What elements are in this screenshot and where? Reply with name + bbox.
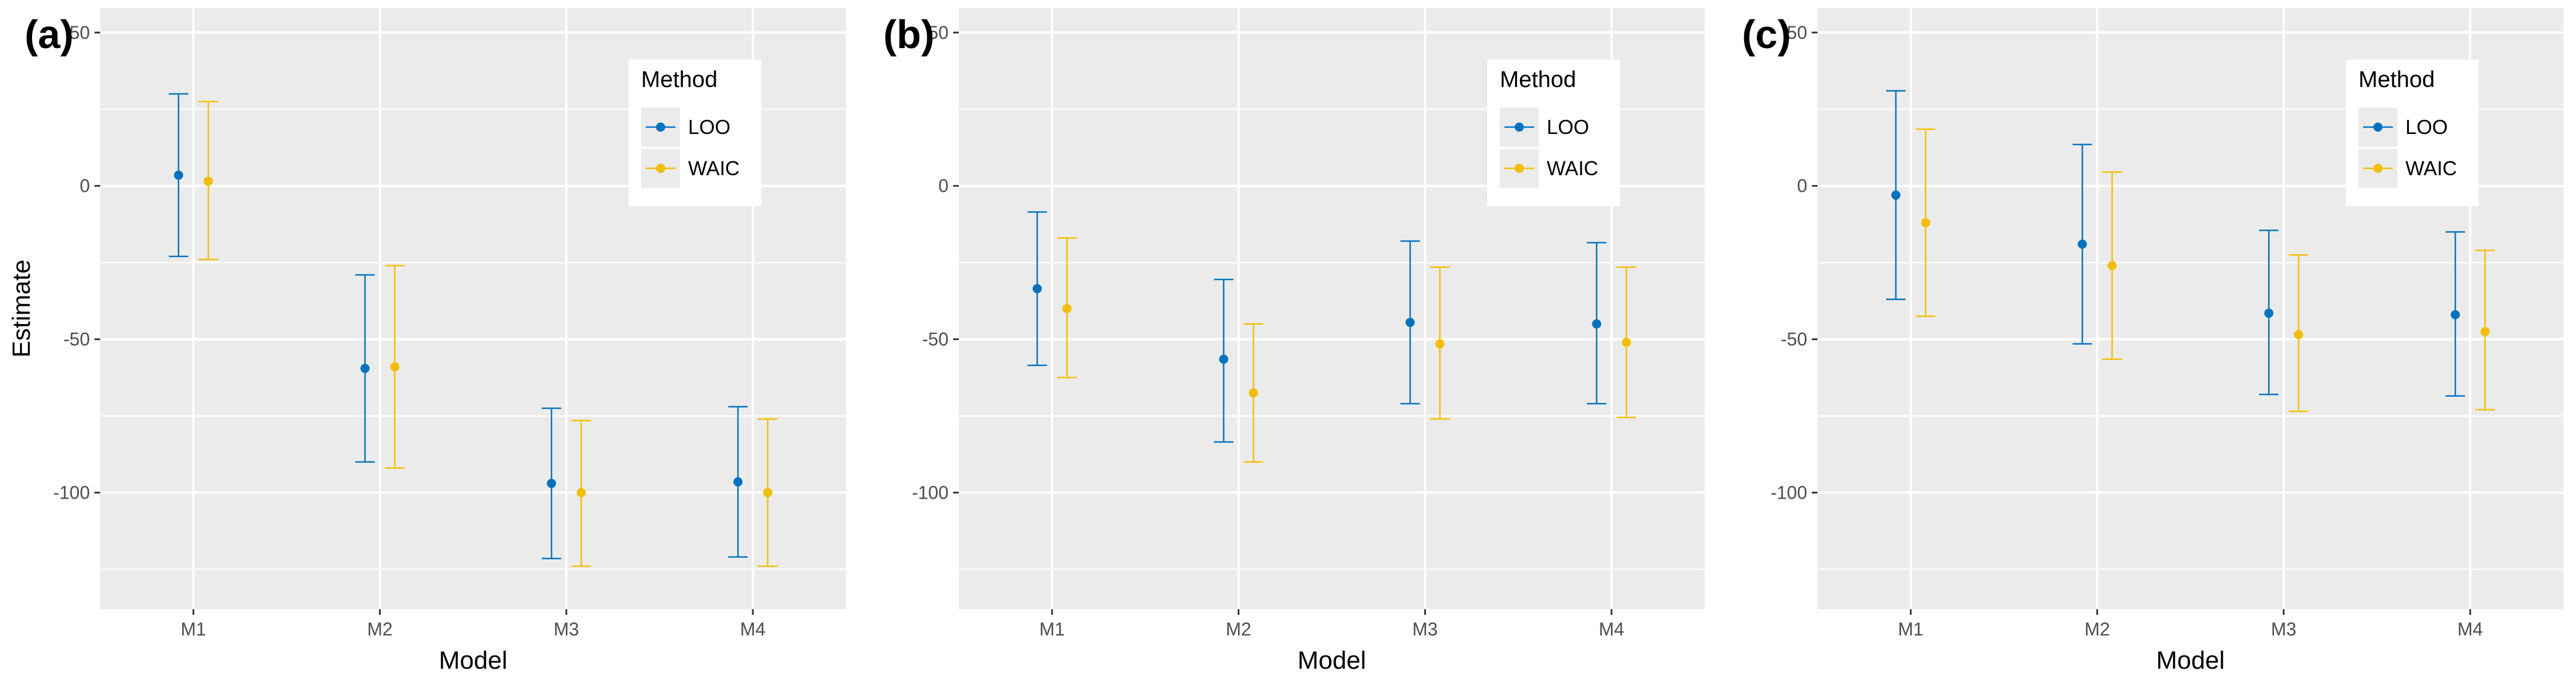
point-loo <box>1891 190 1901 200</box>
point-waic <box>2480 327 2490 337</box>
y-tick-label: 50 <box>928 22 949 43</box>
point-waic <box>390 362 400 372</box>
y-tick-label: -50 <box>1781 329 1807 350</box>
point-loo <box>2264 309 2274 318</box>
x-tick-label: M2 <box>2084 619 2109 639</box>
point-waic <box>1435 339 1445 349</box>
x-tick-label: M3 <box>554 619 579 639</box>
point-loo <box>547 479 556 488</box>
y-tick-label: -100 <box>1771 482 1807 503</box>
x-tick-label: M1 <box>1898 619 1923 639</box>
point-waic <box>1249 388 1258 398</box>
panel-3: 50 0 -50 -100 M1 M2 M3 M4 Method LOO WAIC Model (c) <box>1742 8 2563 674</box>
point-waic <box>203 176 213 186</box>
x-tick-label: M2 <box>1226 619 1251 639</box>
x-tick-label: M1 <box>181 619 206 639</box>
point-waic <box>1921 218 1930 227</box>
legend-label: LOO <box>688 116 730 139</box>
legend-key-point <box>656 164 665 173</box>
point-waic <box>763 488 773 498</box>
legend-label: WAIC <box>688 157 740 180</box>
y-tick-label: -50 <box>64 329 90 350</box>
legend-key-point <box>2373 123 2383 132</box>
x-tick-label: M3 <box>1412 619 1437 639</box>
legend-label: LOO <box>1547 116 1589 139</box>
point-loo <box>2077 239 2087 249</box>
legend-key-point <box>1515 164 1524 173</box>
x-tick-label: M4 <box>1599 619 1624 639</box>
y-tick-label: -100 <box>912 482 949 503</box>
y-tick-label: 0 <box>1797 176 1807 196</box>
panel-label: (b) <box>883 12 934 57</box>
legend-label: LOO <box>2405 116 2448 139</box>
point-loo <box>173 170 183 180</box>
y-tick-label: -100 <box>53 482 90 503</box>
y-axis-title: Estimate <box>7 259 35 357</box>
legend-label: WAIC <box>1547 157 1598 180</box>
legend-title: Method <box>2358 67 2435 92</box>
point-loo <box>733 477 743 487</box>
point-loo <box>1219 354 1228 364</box>
point-loo <box>360 364 370 373</box>
point-waic <box>1622 337 1631 347</box>
x-tick-label: M1 <box>1040 619 1065 639</box>
legend-title: Method <box>1500 67 1576 92</box>
x-axis-title: Model <box>2156 646 2225 674</box>
point-waic <box>576 488 586 498</box>
panel-label: (a) <box>25 12 74 57</box>
x-axis-title: Model <box>439 646 508 674</box>
point-waic <box>2294 330 2304 339</box>
x-axis-title: Model <box>1298 646 1366 674</box>
legend-title: Method <box>641 67 717 92</box>
y-tick-label: 50 <box>1787 22 1807 43</box>
panel-label: (c) <box>1742 12 1791 57</box>
y-tick-label: -50 <box>922 329 949 350</box>
legend-key-point <box>1515 123 1524 132</box>
panel-1: 50 0 -50 -100 M1 M2 M3 M4 Method LOO WAIC Model Esti… <box>7 8 846 674</box>
legend-key-point <box>656 123 665 132</box>
x-tick-label: M4 <box>740 619 765 639</box>
point-waic <box>1062 304 1072 313</box>
legend-label: WAIC <box>2405 157 2457 180</box>
x-tick-label: M2 <box>367 619 392 639</box>
x-tick-label: M4 <box>2458 619 2483 639</box>
legend-key-point <box>2373 164 2383 173</box>
x-tick-label: M3 <box>2271 619 2296 639</box>
y-tick-label: 50 <box>69 22 90 43</box>
y-tick-label: 0 <box>80 176 90 196</box>
point-loo <box>2451 310 2460 319</box>
point-loo <box>1032 284 1042 294</box>
point-loo <box>1592 319 1602 329</box>
point-loo <box>1405 318 1415 327</box>
y-tick-label: 0 <box>938 176 949 196</box>
panel-2: 50 0 -50 -100 M1 M2 M3 M4 Method LOO WAIC Model (b) <box>883 8 1705 674</box>
point-waic <box>2107 261 2117 270</box>
